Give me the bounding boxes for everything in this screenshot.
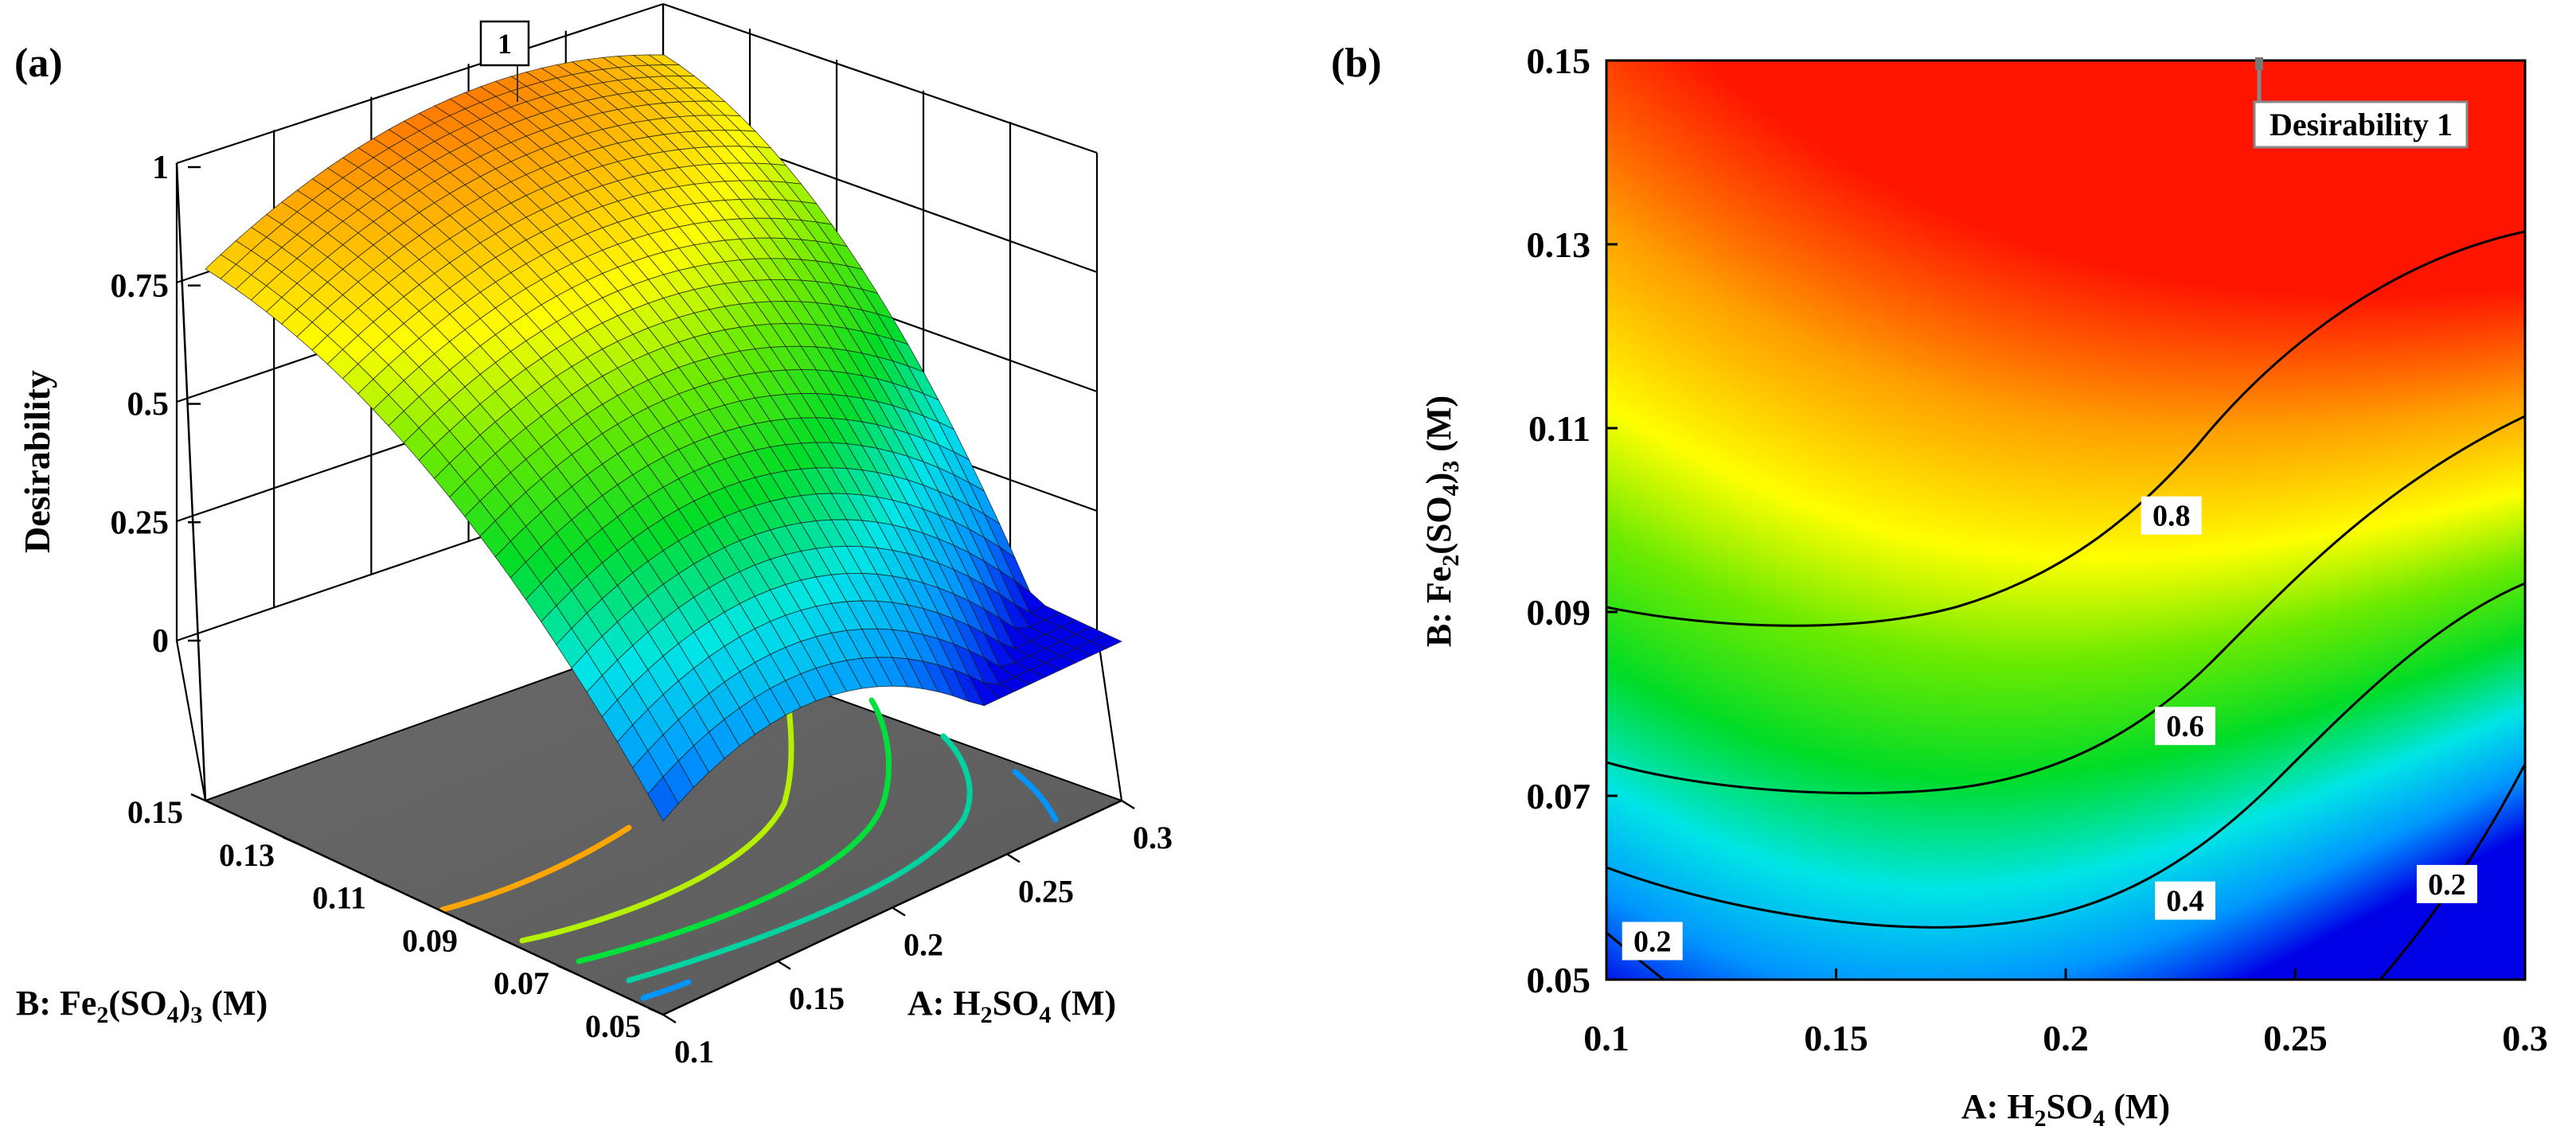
z-axis-ticks: 0 0.25 0.5 0.75 1 <box>111 150 201 660</box>
panel-b-label: (b) <box>1331 41 1382 86</box>
a-axis-ticks: 0.1 0.15 0.2 0.25 0.3 <box>662 799 1173 1070</box>
response-surface <box>205 54 1123 822</box>
floor-contours <box>439 677 1059 1001</box>
max-flag: 1 <box>479 20 530 102</box>
contour-label-box-4 <box>2416 864 2477 903</box>
x-tick-0.2: 0.2 <box>2043 1018 2089 1058</box>
y-axis-title: B: Fe2(SO4)3 (M) <box>1419 396 1464 647</box>
z-axis-title: Desirability <box>17 370 57 553</box>
optimum-marker <box>2255 57 2263 70</box>
max-flag-text: 1 <box>498 28 512 60</box>
contour-label-box-2 <box>2155 881 2216 920</box>
contour-0.6 <box>1606 415 2525 795</box>
y-tick-0.13: 0.13 <box>1527 224 1591 265</box>
b-tick-0.09: 0.09 <box>402 922 458 958</box>
y-axis-ticks: 0.05 0.07 0.09 0.11 0.13 0.15 <box>1527 41 1618 1000</box>
floor-contour-green <box>576 697 892 965</box>
y-tick-0.11: 0.11 <box>1528 408 1590 449</box>
floor-contour-yellow <box>519 677 794 944</box>
z-tick-0.75: 0.75 <box>111 268 170 305</box>
panel-b: (b) 0.80.60.40.20.2 Desirability 1 0.1 0.… <box>1331 41 2548 1132</box>
contour-labels: 0.8 0.6 0.4 0.2 0.2 <box>1622 496 2477 961</box>
panel-a: (a) 1 00.250.50. <box>14 2 1173 1070</box>
z-tick-0.5: 0.5 <box>127 387 170 423</box>
contour-label-4: 0.2 <box>2428 868 2466 902</box>
b-tick-0.15: 0.15 <box>127 794 183 830</box>
a-tick-0.25: 0.25 <box>1018 873 1074 909</box>
annotation-text: Desirability 1 <box>2270 107 2453 142</box>
a-tick-0.3: 0.3 <box>1133 820 1173 855</box>
b-tick-0.05: 0.05 <box>585 1008 641 1044</box>
y-tick-0.05: 0.05 <box>1527 960 1591 1000</box>
z-tick-0.25: 0.25 <box>111 505 170 541</box>
y-tick-0.09: 0.09 <box>1527 592 1591 633</box>
x-axis-ticks: 0.1 0.15 0.2 0.25 0.3 <box>1583 968 2548 1058</box>
optimum-annotation: Desirability 1 <box>2253 57 2469 149</box>
a-axis-title: A: H2SO4 (M) <box>907 984 1116 1028</box>
contour-label-box-0 <box>2141 496 2202 535</box>
b-axis-ticks: 0.05 0.07 0.09 0.11 0.13 0.15 <box>127 793 664 1044</box>
contour-label-0: 0.8 <box>2153 500 2191 533</box>
contour-lines <box>1606 230 2525 980</box>
panel-a-label: (a) <box>14 41 63 86</box>
contour-label-box-1 <box>2155 707 2216 746</box>
floor-contour-blue-right <box>1012 769 1059 823</box>
x-axis-title: A: H2SO4 (M) <box>1961 1087 2170 1132</box>
b-tick-0.11: 0.11 <box>312 880 366 916</box>
a-tick-0.1: 0.1 <box>674 1034 714 1070</box>
max-flag-box <box>479 20 530 67</box>
contour-label-box-3 <box>1622 922 1683 961</box>
floor-contour-orange <box>439 824 632 913</box>
a-tick-0.15: 0.15 <box>789 980 845 1016</box>
z-tick-0: 0 <box>152 623 169 660</box>
x-tick-0.1: 0.1 <box>1583 1018 1630 1058</box>
floor-contour-teal <box>626 733 973 984</box>
b-tick-0.07: 0.07 <box>494 965 549 1001</box>
b-axis-title: B: Fe2(SO4)3 (M) <box>16 984 267 1028</box>
contour-label-2: 0.4 <box>2166 885 2204 918</box>
x-tick-0.3: 0.3 <box>2502 1018 2548 1058</box>
y-tick-0.07: 0.07 <box>1527 776 1591 816</box>
x-tick-0.15: 0.15 <box>1804 1018 1868 1058</box>
annotation-box <box>2253 100 2469 149</box>
contour-label-3: 0.2 <box>1633 925 1672 958</box>
x-tick-0.25: 0.25 <box>2263 1018 2328 1058</box>
contour-0.4 <box>1606 582 2525 929</box>
z-tick-1: 1 <box>152 150 169 186</box>
floor-contour-blue <box>640 979 692 1001</box>
contour-0.8 <box>1606 230 2525 627</box>
floor-plane <box>205 637 1122 1015</box>
b-tick-0.13: 0.13 <box>219 837 275 873</box>
a-tick-0.2: 0.2 <box>904 927 943 963</box>
y-tick-0.15: 0.15 <box>1527 41 1591 81</box>
desirability-heatmap <box>1606 60 2525 980</box>
contour-label-1: 0.6 <box>2166 710 2204 743</box>
